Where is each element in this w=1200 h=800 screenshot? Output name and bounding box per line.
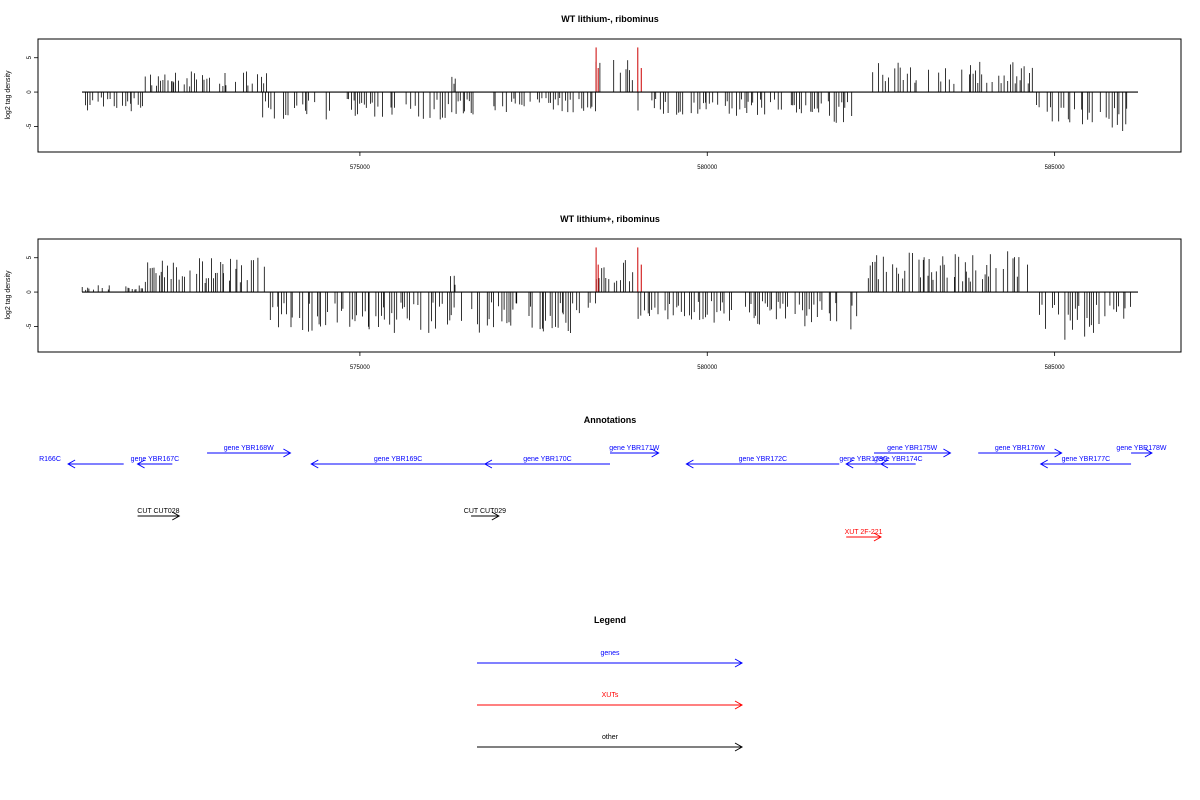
- annotations-title: Annotations: [584, 415, 637, 425]
- feature-label: gene YBR178W: [1116, 445, 1166, 452]
- x-tick-label: 575000: [350, 365, 371, 371]
- feature-gene-ybr169c: gene YBR169C: [310, 456, 485, 469]
- legend-item-genes: genes: [477, 650, 744, 668]
- y-tick-label: 5: [27, 255, 33, 259]
- panel-2-axes: 5 0 -5 575000 580000 585000: [27, 255, 1138, 371]
- feature-arrow-head: [1144, 448, 1153, 458]
- panel-2-title: WT lithium+, ribominus: [560, 214, 660, 224]
- feature-arrow-head: [1054, 448, 1063, 458]
- legend-item-other: other: [477, 734, 744, 752]
- feature-arrow-head: [943, 448, 952, 458]
- feature-arrow-head: [845, 459, 854, 469]
- panel-2-bars: [81, 247, 1131, 340]
- legend-arrow-head: [734, 700, 744, 710]
- feature-arrow-head: [136, 459, 145, 469]
- panel-1-title: WT lithium-, ribominus: [561, 14, 659, 24]
- legend-item-xuts: XUTs: [477, 692, 744, 710]
- feature-label: CUT CUT029: [464, 508, 506, 515]
- feature-label: gene YBR172C: [739, 456, 788, 463]
- feature-label: gene YBR175W: [887, 445, 937, 452]
- feature-arrow-head: [685, 459, 694, 469]
- y-tick-label: 0: [27, 90, 33, 94]
- feature-arrow-head: [1039, 459, 1048, 469]
- feature-label: gene YBR167C: [131, 456, 180, 463]
- panel-2-ylabel: log2 tag density: [5, 270, 12, 320]
- y-tick-label: 5: [27, 55, 33, 59]
- feature-arrow-head: [172, 511, 181, 521]
- feature-label: gene YBR173C: [839, 456, 888, 463]
- x-tick-label: 585000: [1045, 365, 1066, 371]
- legend-arrow-head: [734, 658, 744, 668]
- feature-gene-ybr168w: gene YBR168W: [207, 445, 292, 458]
- feature-cut-cut029: CUT CUT029: [464, 508, 506, 521]
- feature-gene-ybr166c: R166C: [39, 456, 124, 469]
- feature-arrow-head: [873, 532, 882, 542]
- panel-1-ylabel: log2 tag density: [5, 70, 12, 120]
- y-tick-label: -5: [27, 123, 33, 129]
- feature-gene-ybr177c: gene YBR177C: [1039, 456, 1132, 469]
- feature-arrow-head: [651, 448, 660, 458]
- feature-arrow-head: [491, 511, 500, 521]
- panel-2-frame: [37, 238, 1182, 353]
- feature-gene-ybr170c: gene YBR170C: [483, 456, 610, 469]
- feature-gene-ybr167c: gene YBR167C: [131, 456, 180, 469]
- y-tick-label: 0: [27, 290, 33, 294]
- legend: Legend genes XUTs other: [477, 615, 744, 752]
- panel-1-bars: [85, 47, 1128, 131]
- annotation-features: R166C gene YBR167C gene YBR168W gene YBR169…: [39, 445, 1167, 542]
- feature-arrow-head: [879, 459, 889, 469]
- feature-arrow-head: [283, 448, 292, 458]
- panel-1-frame: [37, 38, 1182, 153]
- legend-items: genes XUTs other: [477, 650, 744, 752]
- feature-label: gene YBR177C: [1062, 456, 1111, 463]
- feature-label: gene YBR176W: [995, 445, 1045, 452]
- feature-label: gene YBR168W: [224, 445, 274, 452]
- feature-arrow-head: [67, 459, 76, 469]
- legend-label: other: [602, 734, 619, 741]
- x-tick-label: 580000: [697, 165, 718, 171]
- feature-gene-ybr175w: gene YBR175W: [874, 445, 952, 458]
- y-tick-label: -5: [27, 323, 33, 329]
- feature-label: gene YBR174C: [874, 456, 923, 463]
- legend-arrow-head: [734, 742, 744, 752]
- x-tick-label: 585000: [1045, 165, 1066, 171]
- feature-arrow-head: [310, 459, 319, 469]
- x-tick-label: 575000: [350, 165, 371, 171]
- x-tick-label: 580000: [697, 365, 718, 371]
- legend-title: Legend: [594, 615, 626, 625]
- feature-gene-ybr172c: gene YBR172C: [685, 456, 840, 469]
- feature-label: gene YBR169C: [374, 456, 423, 463]
- feature-label: XUT 2F-221: [845, 529, 883, 536]
- feature-label: R166C: [39, 456, 61, 463]
- feature-gene-ybr173c: gene YBR173C: [839, 456, 888, 469]
- feature-label: CUT CUT028: [137, 508, 179, 515]
- feature-gene-ybr176w: gene YBR176W: [978, 445, 1063, 458]
- feature-gene-ybr171w: gene YBR171W: [609, 445, 660, 458]
- feature-xut-2f-221: XUT 2F-221: [845, 529, 883, 542]
- annotations-panel: Annotations R166C gene YBR167C gene YBR168…: [39, 415, 1167, 542]
- feature-label: gene YBR170C: [523, 456, 572, 463]
- panel-1-axes: 5 0 -5 575000 580000 585000: [27, 55, 1138, 171]
- legend-label: XUTs: [602, 692, 619, 699]
- feature-label: gene YBR171W: [609, 445, 659, 452]
- feature-gene-ybr174c: gene YBR174C: [874, 456, 923, 469]
- feature-cut-cut028: CUT CUT028: [137, 508, 181, 521]
- legend-label: genes: [600, 650, 620, 657]
- feature-gene-ybr178w: gene YBR178W: [1116, 445, 1167, 458]
- feature-arrow-head: [483, 459, 493, 469]
